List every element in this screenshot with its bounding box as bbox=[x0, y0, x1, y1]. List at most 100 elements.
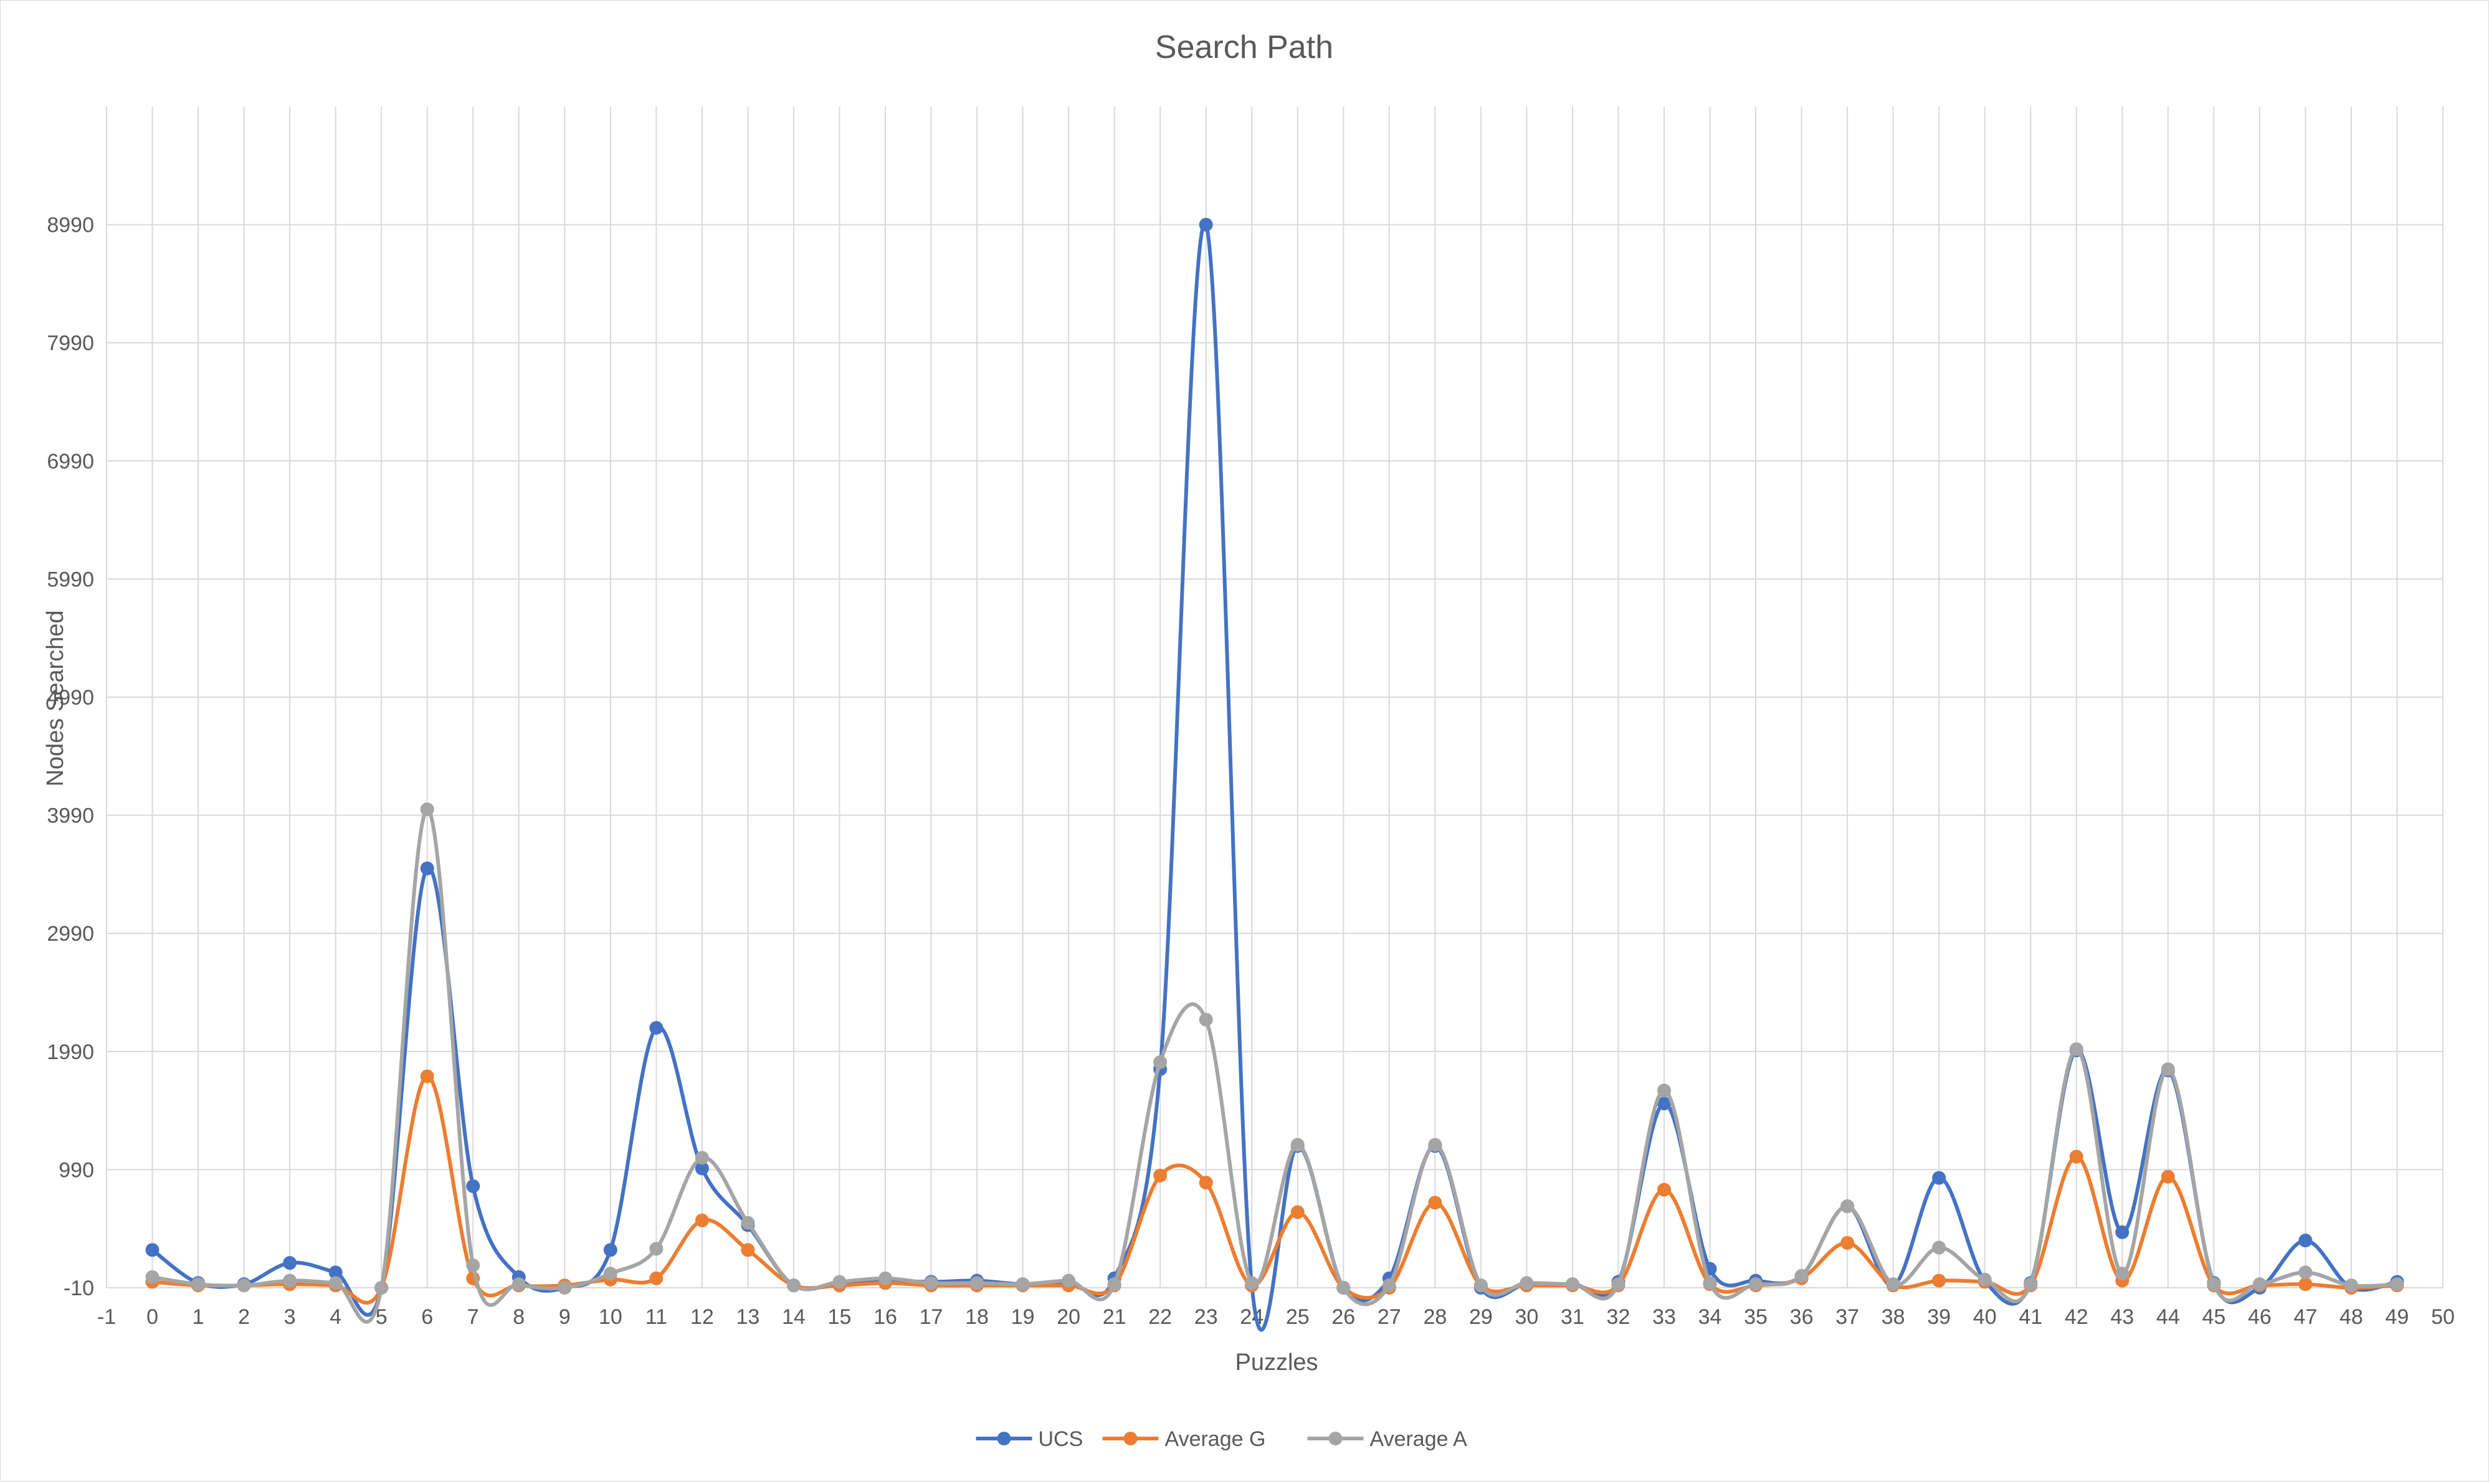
x-tick-label: 37 bbox=[1835, 1305, 1859, 1329]
data-point bbox=[603, 1267, 617, 1281]
data-point bbox=[1336, 1281, 1351, 1295]
grid bbox=[106, 107, 2444, 1288]
y-tick-labels: -10 990 1990 2990 3990 4990 5990 6990 7990 8990 bbox=[47, 214, 94, 1300]
x-tick-label: 20 bbox=[1057, 1305, 1080, 1329]
data-point bbox=[1199, 1012, 1213, 1027]
legend-label: Average G bbox=[1165, 1427, 1266, 1451]
legend-marker bbox=[997, 1432, 1011, 1445]
x-tick-label: 34 bbox=[1698, 1305, 1722, 1329]
data-point bbox=[420, 802, 434, 817]
x-tick-label: 10 bbox=[599, 1305, 622, 1329]
data-point bbox=[1932, 1240, 1946, 1255]
legend-marker bbox=[1328, 1432, 1343, 1445]
x-tick-label: 29 bbox=[1469, 1305, 1493, 1329]
x-tick-label: 22 bbox=[1148, 1305, 1172, 1329]
data-point bbox=[2390, 1277, 2404, 1291]
data-point bbox=[1657, 1182, 1671, 1197]
x-tick-label: 15 bbox=[828, 1305, 852, 1329]
x-tick-label: 28 bbox=[1423, 1305, 1447, 1329]
legend-item-average-g: Average G bbox=[1102, 1427, 1266, 1451]
data-point bbox=[420, 1069, 434, 1083]
data-point bbox=[832, 1275, 847, 1289]
legend-item-average-a: Average A bbox=[1307, 1427, 1468, 1451]
data-point bbox=[1932, 1273, 1946, 1288]
data-point bbox=[145, 1270, 159, 1284]
data-point bbox=[283, 1256, 297, 1270]
y-tick-label: 4990 bbox=[47, 686, 94, 710]
data-point bbox=[374, 1281, 389, 1295]
data-point bbox=[649, 1271, 664, 1285]
x-tick-label: 33 bbox=[1652, 1305, 1676, 1329]
x-tick-label: 23 bbox=[1194, 1305, 1218, 1329]
x-tick-label: 17 bbox=[920, 1305, 943, 1329]
x-tick-label: 36 bbox=[1790, 1305, 1814, 1329]
series-ucs bbox=[145, 217, 2404, 1332]
x-tick-label: 25 bbox=[1286, 1305, 1310, 1329]
data-point bbox=[786, 1278, 801, 1293]
x-tick-label: 12 bbox=[690, 1305, 714, 1329]
x-tick-label: 0 bbox=[146, 1305, 158, 1329]
legend: UCS Average G Average A bbox=[976, 1427, 1468, 1451]
data-point bbox=[1062, 1273, 1076, 1288]
data-point bbox=[1245, 1276, 1259, 1290]
data-point bbox=[145, 1243, 159, 1257]
y-tick-label: -10 bbox=[64, 1277, 94, 1300]
x-axis-label: Puzzles bbox=[1235, 1349, 1318, 1376]
data-point bbox=[2298, 1265, 2313, 1280]
x-tick-label: 43 bbox=[2110, 1305, 2134, 1329]
x-tick-label: 44 bbox=[2156, 1305, 2180, 1329]
legend-marker bbox=[1123, 1432, 1138, 1445]
y-tick-label: 990 bbox=[59, 1158, 94, 1182]
data-point bbox=[1153, 1168, 1168, 1182]
data-point bbox=[1657, 1096, 1671, 1111]
x-tick-label: 40 bbox=[1973, 1305, 1997, 1329]
data-point bbox=[649, 1242, 664, 1256]
y-tick-label: 2990 bbox=[47, 922, 94, 946]
data-point bbox=[1565, 1277, 1579, 1291]
legend-label: Average A bbox=[1370, 1427, 1468, 1451]
data-point bbox=[649, 1020, 664, 1035]
data-point bbox=[1428, 1138, 1442, 1152]
data-point bbox=[1932, 1171, 1946, 1185]
data-point bbox=[2115, 1225, 2130, 1239]
x-tick-label: 49 bbox=[2386, 1305, 2409, 1329]
x-tick-label: 50 bbox=[2431, 1305, 2455, 1329]
x-tick-labels: -1 0 1 2 3 4 5 6 7 8 9 10 11 12 13 14 15 16 17 18 19 20 21 22 23… bbox=[97, 1305, 2455, 1329]
data-point bbox=[970, 1276, 984, 1290]
data-point bbox=[2069, 1042, 2083, 1057]
data-point bbox=[466, 1179, 480, 1193]
data-point bbox=[1840, 1235, 1855, 1250]
x-tick-label: 45 bbox=[2202, 1305, 2225, 1329]
data-point bbox=[1520, 1276, 1534, 1290]
data-point bbox=[603, 1243, 617, 1257]
x-tick-label: 39 bbox=[1927, 1305, 1951, 1329]
x-tick-label: 35 bbox=[1744, 1305, 1768, 1329]
series-line bbox=[151, 221, 2398, 1332]
data-point bbox=[1199, 1176, 1213, 1190]
series-layer bbox=[145, 217, 2404, 1332]
data-point bbox=[191, 1277, 206, 1291]
x-tick-label: 31 bbox=[1561, 1305, 1584, 1329]
x-tick-label: 8 bbox=[513, 1305, 525, 1329]
x-tick-label: 30 bbox=[1515, 1305, 1538, 1329]
data-point bbox=[328, 1265, 343, 1280]
y-axis-label: Nodes Searched bbox=[42, 610, 69, 786]
data-point bbox=[558, 1281, 572, 1295]
data-point bbox=[1703, 1276, 1717, 1290]
legend-label: UCS bbox=[1039, 1427, 1083, 1451]
x-tick-label: 26 bbox=[1331, 1305, 1355, 1329]
x-tick-label: 16 bbox=[873, 1305, 897, 1329]
data-point bbox=[1428, 1196, 1442, 1210]
data-point bbox=[1886, 1277, 1900, 1291]
data-point bbox=[2298, 1234, 2313, 1248]
data-point bbox=[420, 861, 434, 875]
data-point bbox=[2161, 1169, 2175, 1184]
data-point bbox=[1473, 1278, 1488, 1293]
data-point bbox=[2207, 1277, 2221, 1291]
data-point bbox=[2069, 1149, 2083, 1164]
data-point bbox=[237, 1278, 251, 1293]
y-tick-label: 5990 bbox=[47, 568, 94, 591]
x-tick-label: 7 bbox=[467, 1305, 479, 1329]
